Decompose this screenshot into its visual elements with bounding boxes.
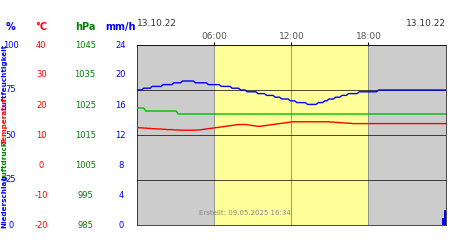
Text: 985: 985 <box>77 220 93 230</box>
Text: 25: 25 <box>6 176 16 184</box>
Text: Luftdruck: Luftdruck <box>1 140 8 180</box>
Bar <box>442 218 445 225</box>
Text: 75: 75 <box>6 86 16 94</box>
Text: 8: 8 <box>118 160 123 170</box>
Text: Temperatur: Temperatur <box>1 97 8 144</box>
Text: 0: 0 <box>118 220 123 230</box>
Text: 4: 4 <box>118 190 123 200</box>
Text: Niederschlag: Niederschlag <box>1 175 8 229</box>
Text: -10: -10 <box>34 190 48 200</box>
Text: 13.10.22: 13.10.22 <box>405 19 446 28</box>
Text: mm/h: mm/h <box>106 22 136 32</box>
Text: 24: 24 <box>116 40 126 50</box>
Bar <box>444 210 447 225</box>
Text: Erstellt: 09.05.2025 16:34: Erstellt: 09.05.2025 16:34 <box>199 210 291 216</box>
Text: 20: 20 <box>116 70 126 80</box>
Text: 30: 30 <box>36 70 46 80</box>
Text: Luftfeuchtigkeit: Luftfeuchtigkeit <box>1 44 8 110</box>
Text: 0: 0 <box>39 160 44 170</box>
Text: 10: 10 <box>36 130 46 140</box>
Text: 20: 20 <box>36 100 46 110</box>
Text: hPa: hPa <box>75 22 95 32</box>
Text: 1045: 1045 <box>75 40 95 50</box>
Text: 995: 995 <box>77 190 93 200</box>
Text: 40: 40 <box>36 40 46 50</box>
Text: °C: °C <box>35 22 47 32</box>
Text: 1015: 1015 <box>75 130 95 140</box>
Text: -20: -20 <box>34 220 48 230</box>
Text: 100: 100 <box>3 40 19 50</box>
Text: 1025: 1025 <box>75 100 95 110</box>
Text: 16: 16 <box>116 100 126 110</box>
Text: 50: 50 <box>6 130 16 140</box>
Text: 1005: 1005 <box>75 160 95 170</box>
Text: 1035: 1035 <box>75 70 96 80</box>
Text: %: % <box>6 22 16 32</box>
Text: 0: 0 <box>9 220 13 230</box>
Text: 12: 12 <box>116 130 126 140</box>
Text: 13.10.22: 13.10.22 <box>137 19 177 28</box>
Bar <box>214 45 369 225</box>
